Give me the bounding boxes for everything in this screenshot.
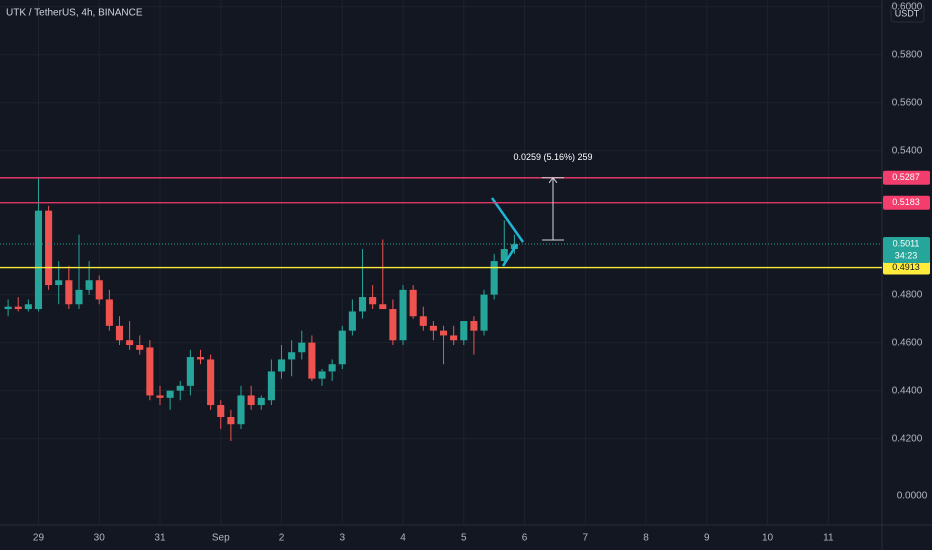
candle-body xyxy=(95,280,103,300)
candle-body xyxy=(156,395,164,398)
candle-body xyxy=(470,321,478,331)
level-tag xyxy=(883,260,930,275)
level-label: 0.4913 xyxy=(892,262,920,272)
candle-body xyxy=(136,345,144,350)
candle-body xyxy=(288,352,296,360)
y-tick-label: 0.4200 xyxy=(892,433,923,444)
last-price-tag xyxy=(883,237,930,264)
chart-title: UTK / TetherUS, 4h, BINANCE xyxy=(6,8,143,19)
x-tick-label: 6 xyxy=(522,533,528,544)
candle-body xyxy=(14,306,22,310)
candle-body xyxy=(480,294,488,331)
x-tick-label: 30 xyxy=(94,533,106,544)
candle-body xyxy=(186,357,194,386)
candle-body xyxy=(55,280,63,286)
candle-body xyxy=(115,325,124,341)
level-tag xyxy=(883,195,930,210)
candle-body xyxy=(369,297,377,305)
candle-body xyxy=(500,249,508,262)
level-label: 0.5183 xyxy=(892,197,920,207)
candle-body xyxy=(450,335,458,341)
axis-note: 0.0000 xyxy=(897,491,928,502)
currency-label[interactable]: USDT xyxy=(895,8,920,18)
measure-arrow xyxy=(548,176,558,184)
x-tick-label: 2 xyxy=(279,533,285,544)
candle-body xyxy=(196,357,205,360)
y-tick-label: 0.4400 xyxy=(892,385,923,396)
candle-body xyxy=(176,385,184,391)
candle-body xyxy=(166,390,174,398)
candle-body xyxy=(490,261,498,295)
candle-body xyxy=(439,330,448,336)
candle-body xyxy=(409,289,417,317)
y-tick-label: 0.5600 xyxy=(892,97,923,108)
countdown-label: 34:23 xyxy=(895,250,918,260)
pattern-line xyxy=(501,243,519,267)
x-tick-label: 3 xyxy=(339,533,345,544)
pattern-line xyxy=(490,197,525,243)
candle-body xyxy=(65,280,73,305)
candle-body xyxy=(126,340,134,346)
y-tick-label: 0.5800 xyxy=(892,49,923,60)
x-tick-label: 8 xyxy=(643,533,649,544)
x-tick-label: 29 xyxy=(33,533,45,544)
y-tick-label: 0.4800 xyxy=(892,289,923,300)
candle-body xyxy=(348,311,356,331)
candle-body xyxy=(318,371,326,379)
y-tick-label: 0.4600 xyxy=(892,337,923,348)
x-tick-label: 9 xyxy=(704,533,710,544)
candle-body xyxy=(358,297,367,312)
x-tick-label: 7 xyxy=(583,533,589,544)
level-tag xyxy=(883,170,930,185)
candle-body xyxy=(217,405,225,418)
candle-body xyxy=(399,289,407,341)
candle-body xyxy=(34,210,43,310)
candle-body xyxy=(146,347,154,396)
candle-body xyxy=(105,299,113,326)
candle-body xyxy=(45,210,53,286)
last-price-label: 0.5011 xyxy=(893,238,920,248)
candle-body xyxy=(207,359,215,406)
x-tick-label: 11 xyxy=(823,533,834,544)
candle-body xyxy=(460,321,468,341)
x-tick-label: 5 xyxy=(461,533,467,544)
candle-body xyxy=(379,304,387,310)
candle-body xyxy=(267,371,275,401)
candle-body xyxy=(247,395,255,406)
candle-body xyxy=(277,359,286,372)
candle-body xyxy=(237,395,245,425)
candle-body xyxy=(85,280,93,290)
candle-body xyxy=(298,342,306,353)
candle-body xyxy=(429,325,437,331)
measure-label: 0.0259 (5.16%) 259 xyxy=(513,152,592,162)
candle-body xyxy=(4,306,12,310)
x-tick-label: Sep xyxy=(212,533,230,544)
candle-body xyxy=(24,304,32,310)
x-tick-label: 4 xyxy=(400,533,406,544)
x-tick-label: 31 xyxy=(154,533,166,544)
candle-body xyxy=(257,397,265,406)
candle-body xyxy=(338,330,346,365)
candle-body xyxy=(75,289,83,305)
candle-body xyxy=(308,342,316,379)
candle-body xyxy=(227,417,235,425)
y-tick-label: 0.6000 xyxy=(892,1,923,12)
candle-body xyxy=(328,364,336,372)
candle-body xyxy=(419,316,427,326)
level-label: 0.5287 xyxy=(892,172,920,182)
marks xyxy=(4,177,518,442)
grid xyxy=(0,0,882,525)
x-tick-label: 10 xyxy=(762,533,774,544)
y-tick-label: 0.5400 xyxy=(892,145,923,156)
currency-button[interactable] xyxy=(890,4,925,23)
candle-body xyxy=(389,309,397,341)
